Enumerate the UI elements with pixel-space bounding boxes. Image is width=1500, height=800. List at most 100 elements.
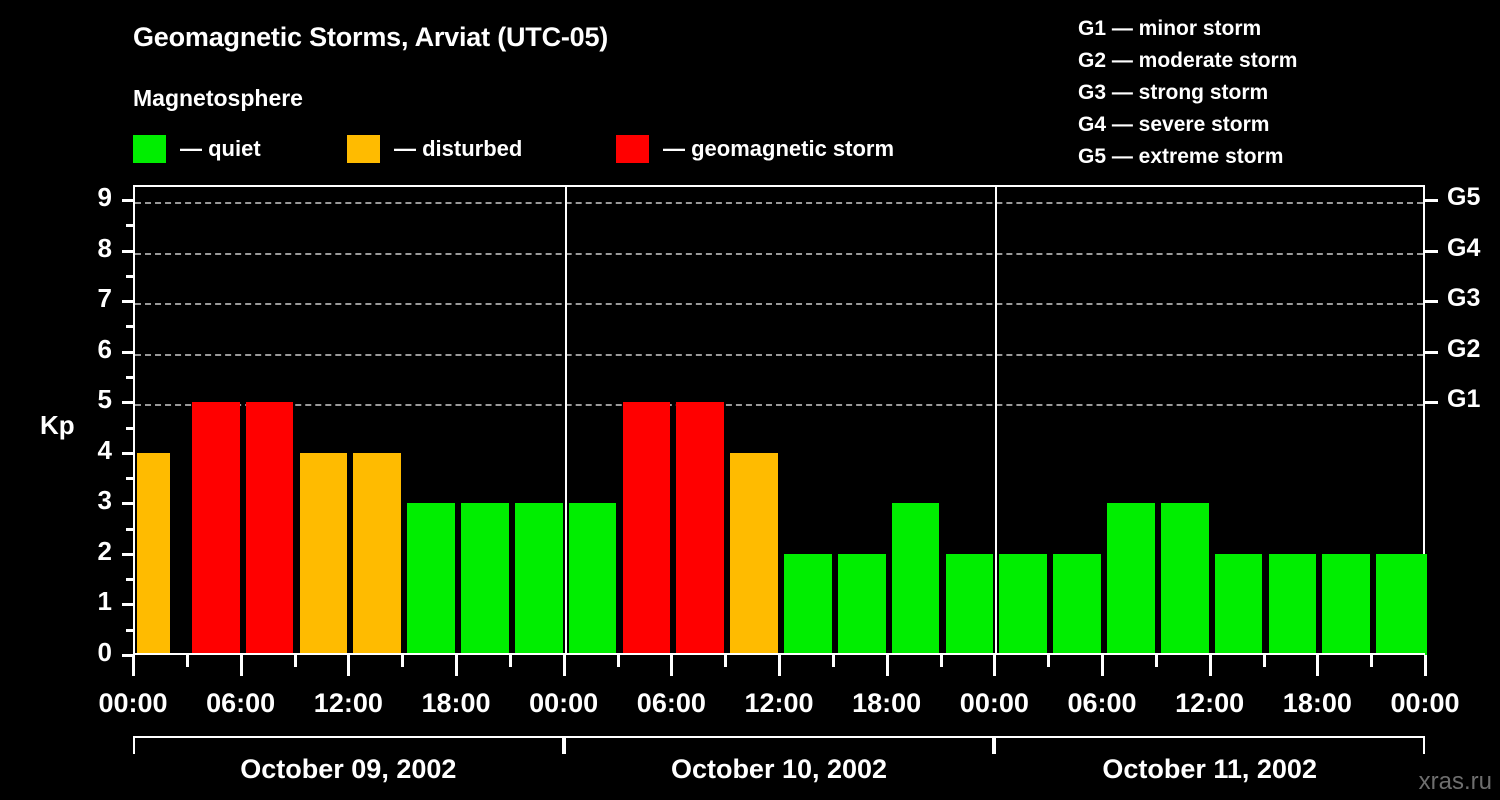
bar-3 xyxy=(299,452,348,655)
y-tick-minor-5 xyxy=(126,375,135,379)
bar-6 xyxy=(461,503,509,655)
x-tick-major-6 xyxy=(455,655,458,676)
x-tick-label-1: 06:00 xyxy=(206,688,276,718)
day-bracket-3 xyxy=(994,736,1425,754)
x-tick-label-0: 00:00 xyxy=(98,688,168,718)
g-tick-G3 xyxy=(1425,300,1438,304)
x-tick-minor-21 xyxy=(1262,655,1266,667)
y-tick-label-9: 9 xyxy=(97,182,112,212)
legend-entry-disturbed: — disturbed xyxy=(347,133,522,165)
x-tick-label-12: 00:00 xyxy=(1390,688,1460,718)
x-tick-minor-23 xyxy=(1370,655,1374,667)
plot-area xyxy=(133,185,1427,655)
y-tick-label-0: 0 xyxy=(97,637,112,667)
y-tick-label-5: 5 xyxy=(97,384,112,415)
legend-entry-geomagnetic-storm: — geomagnetic storm xyxy=(616,133,894,165)
x-tick-minor-17 xyxy=(1047,655,1051,667)
x-tick-major-8 xyxy=(562,655,566,676)
day-label-1: October 09, 2002 xyxy=(240,754,457,784)
x-tick-label-2: 12:00 xyxy=(313,688,383,718)
legend-swatch-disturbed xyxy=(347,135,380,163)
x-tick-label-10: 12:00 xyxy=(1175,688,1245,718)
g-tick-label-G3: G3 xyxy=(1447,284,1481,313)
y-tick-2 xyxy=(122,552,135,556)
x-tick-minor-3 xyxy=(293,655,297,667)
legend-entry-quiet: — quiet xyxy=(133,133,261,165)
bar-18 xyxy=(1107,503,1155,655)
y-tick-6 xyxy=(122,350,135,354)
y-tick-9 xyxy=(122,199,135,202)
bar-8 xyxy=(568,503,617,655)
bar-13 xyxy=(837,553,886,655)
bar-19 xyxy=(1160,503,1209,655)
gridline-kp-6 xyxy=(135,353,1423,356)
x-tick-major-12 xyxy=(778,655,781,676)
page-title: Geomagnetic Storms, Arviat (UTC-05) xyxy=(133,22,609,52)
x-tick-minor-1 xyxy=(185,655,189,667)
x-tick-minor-5 xyxy=(401,655,405,667)
y-tick-minor-1 xyxy=(126,578,135,582)
x-tick-major-2 xyxy=(239,655,243,676)
g-tick-label-G4: G4 xyxy=(1447,233,1481,262)
legend-swatch-geomagnetic-storm xyxy=(616,135,649,163)
gridline-kp-9 xyxy=(135,202,1423,204)
bar-4 xyxy=(353,452,402,655)
g-tick-label-G1: G1 xyxy=(1447,385,1481,414)
bar-23 xyxy=(1376,553,1427,655)
x-tick-minor-19 xyxy=(1154,655,1158,667)
day-separator-2 xyxy=(995,187,998,655)
x-tick-label-8: 00:00 xyxy=(959,688,1029,718)
x-tick-major-22 xyxy=(1316,655,1320,676)
y-tick-5 xyxy=(122,401,135,405)
y-tick-1 xyxy=(122,603,135,607)
x-tick-major-18 xyxy=(1101,655,1104,676)
g-tick-G4 xyxy=(1425,249,1438,253)
y-tick-8 xyxy=(122,249,135,253)
x-tick-minor-7 xyxy=(508,655,512,667)
g-scale-row-4: G4 — severe storm xyxy=(1078,113,1270,136)
bar-14 xyxy=(891,503,940,655)
y-tick-minor-2 xyxy=(126,527,135,531)
bar-9 xyxy=(622,402,671,655)
x-tick-label-4: 00:00 xyxy=(529,688,599,718)
x-tick-label-6: 12:00 xyxy=(744,688,814,718)
y-tick-0 xyxy=(122,654,135,657)
bar-20 xyxy=(1214,553,1263,655)
x-tick-label-5: 06:00 xyxy=(636,688,706,718)
bar-11 xyxy=(730,452,778,655)
y-tick-minor-0 xyxy=(126,628,135,632)
bar-2 xyxy=(245,402,294,655)
y-tick-minor-4 xyxy=(126,426,135,430)
x-axis-baseline xyxy=(133,653,1425,655)
y-tick-minor-3 xyxy=(126,477,135,481)
x-tick-minor-9 xyxy=(616,655,620,667)
bar-15 xyxy=(945,553,994,655)
y-tick-label-2: 2 xyxy=(97,535,112,566)
x-tick-minor-11 xyxy=(724,655,728,667)
x-tick-label-3: 18:00 xyxy=(421,688,491,718)
y-tick-label-8: 8 xyxy=(97,232,112,263)
y-tick-label-1: 1 xyxy=(97,586,112,617)
g-tick-G2 xyxy=(1425,350,1438,354)
bar-1 xyxy=(191,402,240,655)
day-bracket-2 xyxy=(563,736,995,754)
y-tick-4 xyxy=(122,451,135,455)
g-scale-row-3: G3 — strong storm xyxy=(1078,81,1269,104)
bar-16 xyxy=(999,553,1048,655)
x-tick-major-10 xyxy=(670,655,674,676)
x-tick-minor-13 xyxy=(831,655,835,667)
g-scale-row-2: G2 — moderate storm xyxy=(1078,49,1298,72)
bar-12 xyxy=(784,553,832,655)
x-tick-major-20 xyxy=(1208,655,1212,676)
y-axis-title: Kp xyxy=(40,410,75,440)
x-tick-major-4 xyxy=(347,655,351,676)
bar-22 xyxy=(1322,553,1371,655)
x-tick-label-9: 06:00 xyxy=(1067,688,1137,718)
x-tick-major-16 xyxy=(993,655,997,676)
x-tick-label-11: 18:00 xyxy=(1282,688,1352,718)
gridline-kp-5 xyxy=(135,404,1423,407)
bar-10 xyxy=(676,402,725,655)
y-tick-7 xyxy=(122,300,135,304)
bar-5 xyxy=(407,503,455,655)
